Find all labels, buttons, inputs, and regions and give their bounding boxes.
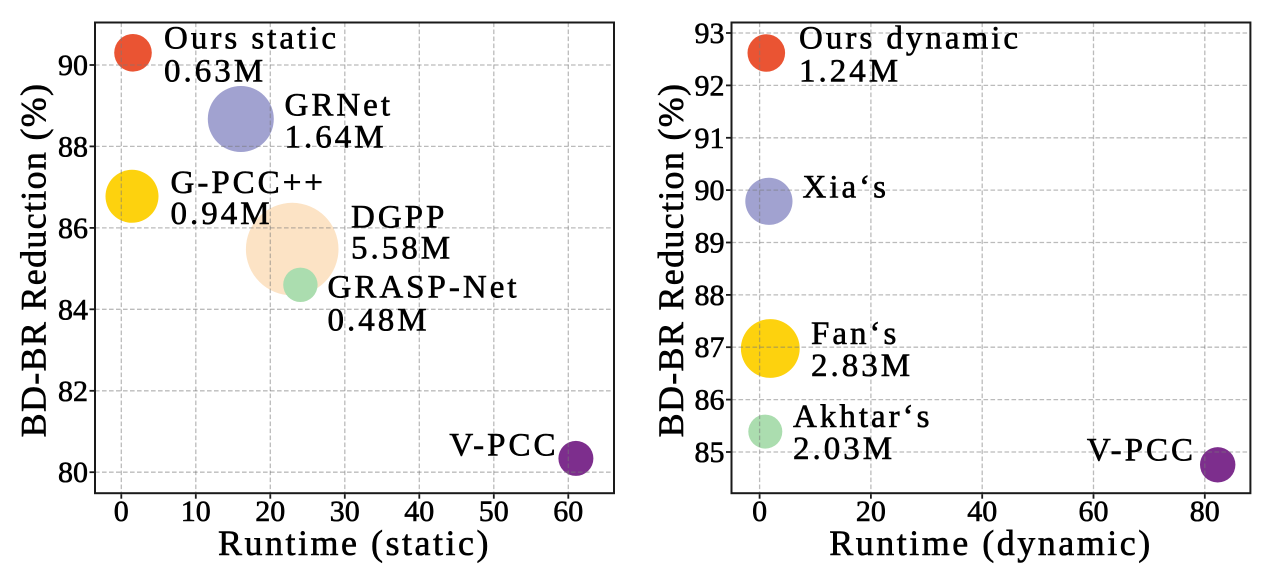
- svg-text:1.24M: 1.24M: [799, 54, 901, 90]
- svg-text:GRNet: GRNet: [285, 88, 394, 124]
- svg-text:V-PCC: V-PCC: [449, 428, 558, 464]
- svg-text:60: 60: [553, 495, 583, 528]
- svg-text:Fan‘s: Fan‘s: [811, 316, 899, 352]
- svg-text:86: 86: [58, 212, 88, 245]
- svg-text:0.48M: 0.48M: [328, 303, 430, 339]
- svg-text:Akhtar‘s: Akhtar‘s: [793, 399, 932, 435]
- svg-text:0.94M: 0.94M: [171, 196, 273, 232]
- svg-text:20: 20: [255, 495, 285, 528]
- svg-text:93: 93: [695, 17, 725, 50]
- svg-text:80: 80: [58, 456, 88, 489]
- svg-text:0: 0: [752, 495, 767, 528]
- svg-text:Xia‘s: Xia‘s: [803, 170, 889, 206]
- svg-text:90: 90: [695, 174, 725, 207]
- svg-text:85: 85: [695, 436, 725, 469]
- svg-text:5.58M: 5.58M: [351, 231, 453, 267]
- svg-text:40: 40: [404, 495, 434, 528]
- svg-text:87: 87: [695, 331, 725, 364]
- svg-text:82: 82: [58, 375, 88, 408]
- svg-text:Ours static: Ours static: [164, 21, 339, 57]
- svg-text:0.63M: 0.63M: [164, 54, 266, 90]
- svg-text:90: 90: [58, 49, 88, 82]
- svg-text:89: 89: [695, 227, 725, 260]
- svg-text:DGPP: DGPP: [351, 200, 447, 236]
- svg-text:84: 84: [58, 293, 88, 326]
- svg-text:2.83M: 2.83M: [811, 348, 913, 384]
- svg-text:Ours dynamic: Ours dynamic: [799, 21, 1021, 57]
- svg-text:20: 20: [856, 495, 886, 528]
- svg-text:91: 91: [695, 122, 725, 155]
- svg-text:V-PCC: V-PCC: [1087, 433, 1196, 469]
- svg-text:88: 88: [695, 279, 725, 312]
- svg-text:10: 10: [181, 495, 211, 528]
- svg-text:Runtime (static): Runtime (static): [218, 523, 491, 563]
- svg-text:30: 30: [330, 495, 360, 528]
- svg-text:40: 40: [967, 495, 997, 528]
- svg-text:50: 50: [479, 495, 509, 528]
- svg-text:G-PCC++: G-PCC++: [171, 165, 326, 201]
- svg-text:88: 88: [58, 130, 88, 163]
- svg-text:BD-BR Reduction (%): BD-BR Reduction (%): [651, 83, 691, 438]
- svg-text:2.03M: 2.03M: [793, 431, 895, 467]
- svg-text:1.64M: 1.64M: [285, 120, 387, 156]
- svg-text:BD-BR Reduction (%): BD-BR Reduction (%): [14, 83, 54, 438]
- svg-text:GRASP-Net: GRASP-Net: [328, 270, 520, 306]
- svg-text:86: 86: [695, 384, 725, 417]
- svg-text:80: 80: [1190, 495, 1220, 528]
- svg-text:0: 0: [114, 495, 129, 528]
- svg-text:Runtime (dynamic): Runtime (dynamic): [829, 523, 1152, 563]
- svg-text:60: 60: [1079, 495, 1109, 528]
- svg-text:92: 92: [695, 69, 725, 102]
